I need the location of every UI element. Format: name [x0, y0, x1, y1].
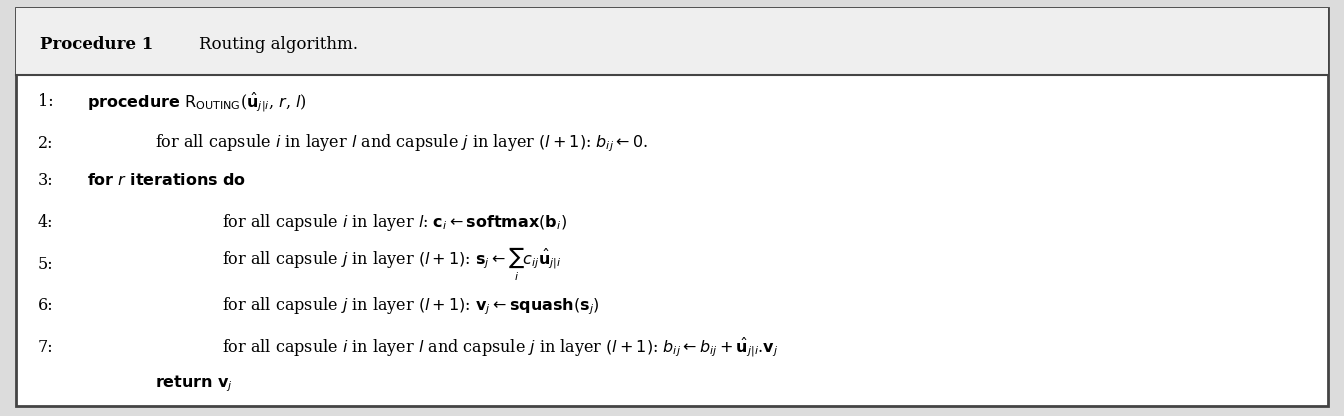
Text: 6:: 6:	[38, 297, 54, 314]
Bar	[16, 8, 1328, 75]
Text: for all capsule $i$ in layer $l$: $\mathbf{c}_i \leftarrow \mathbf{softmax}(\mat: for all capsule $i$ in layer $l$: $\math…	[222, 212, 567, 233]
Text: $\mathbf{procedure}$ $\mathrm{R}_{\mathrm{OUTING}}$($\hat{\mathbf{u}}_{j|i}$, $r: $\mathbf{procedure}$ $\mathrm{R}_{\mathr…	[87, 90, 306, 114]
Text: $\mathbf{return}$ $\mathbf{v}_j$: $\mathbf{return}$ $\mathbf{v}_j$	[155, 373, 233, 394]
Text: 3:: 3:	[38, 173, 54, 189]
Text: 7:: 7:	[38, 339, 54, 356]
Text: Procedure 1: Procedure 1	[40, 36, 160, 53]
Text: $\mathbf{for}$ $r$ $\mathbf{iterations}$ $\mathbf{do}$: $\mathbf{for}$ $r$ $\mathbf{iterations}$…	[87, 173, 246, 189]
Text: for all capsule $j$ in layer $(l+1)$: $\mathbf{v}_j \leftarrow \mathbf{squash}(\: for all capsule $j$ in layer $(l+1)$: $\…	[222, 295, 599, 317]
Text: 4:: 4:	[38, 214, 54, 231]
Text: for all capsule $i$ in layer $l$ and capsule $j$ in layer $(l+1)$: $b_{ij} \left: for all capsule $i$ in layer $l$ and cap…	[222, 335, 778, 359]
Text: 5:: 5:	[38, 256, 54, 272]
Text: 1:: 1:	[38, 94, 54, 110]
Text: for all capsule $j$ in layer $(l+1)$: $\mathbf{s}_j \leftarrow \sum_i c_{ij}\hat: for all capsule $j$ in layer $(l+1)$: $\…	[222, 245, 562, 283]
Text: 2:: 2:	[38, 135, 54, 152]
Text: Routing algorithm.: Routing algorithm.	[199, 36, 358, 53]
Text: for all capsule $i$ in layer $l$ and capsule $j$ in layer $(l+1)$: $b_{ij} \left: for all capsule $i$ in layer $l$ and cap…	[155, 133, 648, 154]
